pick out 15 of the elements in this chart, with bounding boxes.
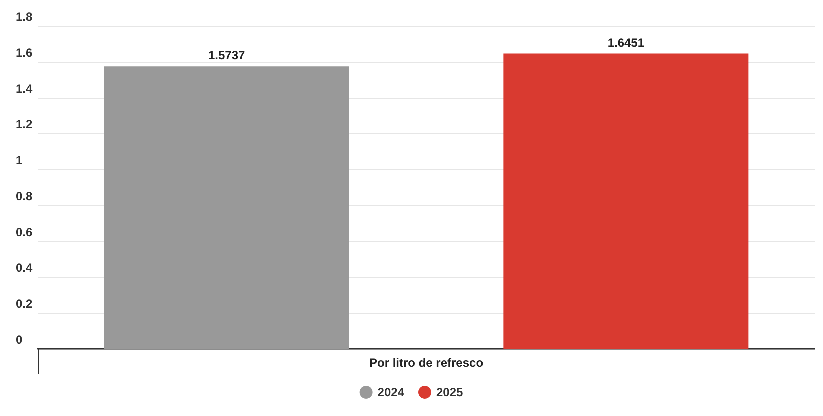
y-tick-label: 0.8 [16, 189, 34, 204]
data-label: 1.6451 [608, 36, 645, 50]
y-tick-label: 0 [16, 333, 23, 347]
legend-label: 2025 [436, 386, 464, 400]
y-tick-label: 0.2 [16, 297, 34, 312]
y-tick-label: 1 [16, 154, 23, 168]
y-tick-label: 0.6 [16, 225, 34, 240]
x-tick-label: Por litro de refresco [369, 356, 484, 370]
legend-label: 2024 [378, 386, 405, 400]
y-tick-label: 1.6 [16, 46, 34, 60]
y-tick-label: 1.4 [16, 82, 34, 96]
y-tick-label: 1.2 [16, 118, 34, 132]
y-tick-label: 1.8 [16, 10, 34, 24]
data-label: 1.5737 [208, 48, 246, 63]
y-tick-label: 0.4 [16, 261, 34, 276]
